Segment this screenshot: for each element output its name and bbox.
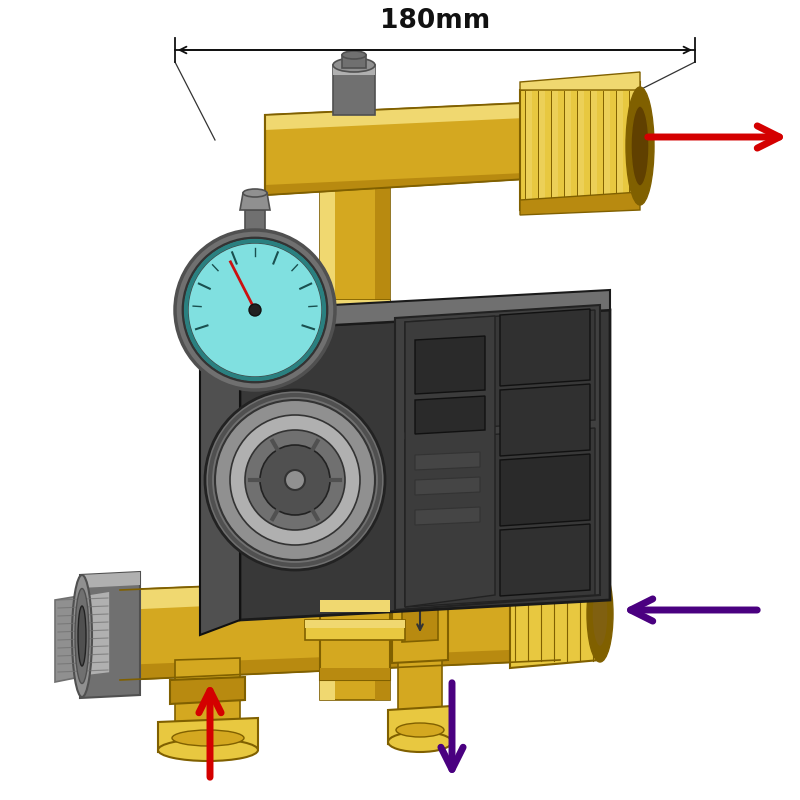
Polygon shape <box>415 452 480 470</box>
Polygon shape <box>398 657 442 724</box>
Polygon shape <box>551 91 558 200</box>
Polygon shape <box>395 305 600 610</box>
Ellipse shape <box>592 582 608 646</box>
Polygon shape <box>265 100 590 130</box>
Polygon shape <box>80 572 140 588</box>
Polygon shape <box>55 595 85 682</box>
Polygon shape <box>320 300 390 345</box>
Circle shape <box>230 415 360 545</box>
Polygon shape <box>603 91 610 200</box>
Polygon shape <box>240 193 270 210</box>
Polygon shape <box>120 572 560 680</box>
Ellipse shape <box>631 106 649 186</box>
Circle shape <box>285 470 305 490</box>
Polygon shape <box>320 668 390 680</box>
Polygon shape <box>392 572 448 663</box>
Circle shape <box>205 390 385 570</box>
Ellipse shape <box>243 189 267 197</box>
Polygon shape <box>320 115 335 700</box>
Ellipse shape <box>172 730 244 746</box>
Polygon shape <box>415 477 480 495</box>
Ellipse shape <box>626 87 654 205</box>
Polygon shape <box>577 91 584 200</box>
Ellipse shape <box>342 51 366 59</box>
Polygon shape <box>415 396 485 434</box>
Polygon shape <box>405 310 595 432</box>
Circle shape <box>260 445 330 515</box>
Ellipse shape <box>72 575 92 697</box>
Polygon shape <box>520 192 640 215</box>
Polygon shape <box>305 620 405 628</box>
Polygon shape <box>405 428 595 607</box>
Polygon shape <box>616 91 623 200</box>
Polygon shape <box>564 91 571 200</box>
Ellipse shape <box>396 723 444 737</box>
Polygon shape <box>120 648 560 680</box>
Polygon shape <box>320 600 390 680</box>
Circle shape <box>188 243 322 377</box>
Polygon shape <box>525 91 532 200</box>
Polygon shape <box>85 591 110 676</box>
Polygon shape <box>333 65 375 75</box>
Polygon shape <box>245 210 265 230</box>
Polygon shape <box>305 620 405 640</box>
Ellipse shape <box>333 58 375 72</box>
Polygon shape <box>388 706 452 744</box>
Polygon shape <box>333 65 375 115</box>
Polygon shape <box>80 572 140 698</box>
Polygon shape <box>629 91 636 200</box>
Polygon shape <box>500 454 590 526</box>
Polygon shape <box>120 572 560 610</box>
Ellipse shape <box>388 732 452 752</box>
Polygon shape <box>342 55 366 68</box>
Polygon shape <box>402 593 438 642</box>
Ellipse shape <box>78 606 86 666</box>
Ellipse shape <box>75 589 89 683</box>
Polygon shape <box>175 658 240 734</box>
Polygon shape <box>415 507 480 525</box>
Polygon shape <box>320 600 390 612</box>
Polygon shape <box>265 100 590 195</box>
Polygon shape <box>200 310 240 635</box>
Circle shape <box>175 230 335 390</box>
Circle shape <box>183 238 327 382</box>
Polygon shape <box>170 677 245 704</box>
Polygon shape <box>240 310 610 620</box>
Circle shape <box>215 400 375 560</box>
Ellipse shape <box>587 566 613 662</box>
Polygon shape <box>320 115 390 700</box>
Polygon shape <box>538 91 545 200</box>
Polygon shape <box>500 384 590 456</box>
Polygon shape <box>240 290 610 330</box>
Polygon shape <box>415 336 485 394</box>
Polygon shape <box>500 309 590 386</box>
Text: 180mm: 180mm <box>380 8 490 34</box>
Ellipse shape <box>158 739 258 761</box>
Circle shape <box>249 304 261 316</box>
Polygon shape <box>520 72 640 90</box>
Circle shape <box>245 430 345 530</box>
Polygon shape <box>375 115 390 700</box>
Polygon shape <box>500 524 590 596</box>
Polygon shape <box>520 82 640 210</box>
Polygon shape <box>510 564 600 668</box>
Polygon shape <box>158 718 258 752</box>
Polygon shape <box>405 316 495 607</box>
Polygon shape <box>320 300 390 312</box>
Polygon shape <box>590 91 597 200</box>
Polygon shape <box>265 170 590 195</box>
